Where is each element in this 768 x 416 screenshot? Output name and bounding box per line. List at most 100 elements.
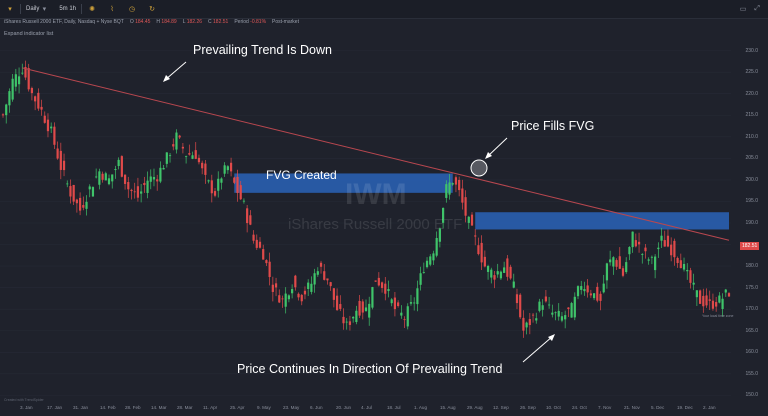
candle-body	[531, 314, 535, 316]
maximize-icon[interactable]: ⤢	[754, 5, 760, 12]
time-tick-label: 29. Aug	[467, 405, 483, 410]
candle-body	[188, 153, 191, 155]
candle-body	[255, 239, 258, 248]
time-tick-label: 7. Nov	[598, 405, 612, 410]
candle-body	[329, 282, 332, 287]
clock-button[interactable]: ◷	[122, 0, 142, 18]
candle-body	[676, 257, 679, 264]
time-tick-label: 5. Dec	[651, 405, 665, 410]
open-label: O	[129, 19, 134, 25]
candle-body	[403, 319, 406, 321]
time-tick-label: 26. Sep	[520, 405, 536, 410]
time-axis[interactable]: 3. Jan 17. Jan 31. Jan 14. Feb 28. Feb 14. Ma…	[0, 405, 768, 415]
low-value: 182.26	[186, 19, 203, 25]
candle-body	[345, 321, 348, 323]
candle-body	[429, 256, 432, 265]
candle-body	[24, 66, 27, 78]
price-axis[interactable]: 230.0 225.0 220.0 215.0 210.0 205.0 200.0 195.0…	[731, 0, 768, 416]
candle-body	[397, 302, 400, 307]
candle-body	[136, 186, 140, 198]
watermark-subtitle: iShares Russell 2000 ETF	[288, 216, 463, 233]
time-tick-label: 12. Sep	[493, 405, 509, 410]
divider	[81, 4, 83, 14]
candle-body	[319, 262, 323, 267]
candle-body	[650, 256, 654, 258]
candle-body	[185, 156, 188, 158]
candle-body	[210, 180, 213, 194]
candle-body	[85, 201, 88, 209]
indicator-button[interactable]: ⌇	[102, 0, 122, 18]
menu-button[interactable]: ▾	[0, 0, 20, 18]
candle-body	[281, 298, 284, 300]
trend-arrow	[164, 61, 187, 81]
candle-body	[239, 185, 242, 200]
candle-body	[535, 318, 538, 321]
candle-body	[78, 197, 82, 211]
time-tick-label: 3. Jan	[20, 405, 33, 410]
fvg-zone	[234, 173, 453, 193]
candle-body	[249, 215, 252, 225]
theme-button[interactable]: ✺	[82, 0, 102, 18]
candle-body	[56, 148, 59, 159]
candle-body	[34, 96, 37, 102]
candle-body	[631, 231, 634, 248]
candle-body	[380, 282, 384, 288]
window-icon[interactable]: ▭	[739, 6, 747, 13]
price-tick-label: 225.0	[745, 69, 758, 76]
candle-body	[53, 126, 56, 145]
window-controls: ▭ ⤢	[740, 5, 768, 13]
low-label: L	[182, 19, 186, 25]
candle-body	[618, 256, 621, 269]
price-tick-label: 180.0	[745, 263, 758, 270]
time-tick-label: 19. Dec	[677, 405, 693, 410]
candle-body	[711, 300, 715, 309]
candle-body	[43, 115, 46, 123]
candle-body	[291, 289, 294, 294]
candle-body	[718, 295, 721, 303]
candle-body	[634, 240, 637, 247]
candle-body	[242, 200, 246, 202]
candle-body	[592, 293, 596, 299]
candle-body	[297, 293, 300, 298]
candle-body	[66, 183, 69, 185]
candle-body	[284, 293, 287, 307]
candle-body	[194, 150, 197, 159]
candle-body	[515, 294, 519, 304]
candle-body	[583, 289, 586, 292]
candle-body	[368, 303, 371, 318]
candle-body	[120, 156, 123, 177]
time-tick-label: 28. Feb	[125, 405, 141, 410]
price-tick-label: 230.0	[745, 47, 758, 54]
time-tick-label: 14. Feb	[100, 405, 116, 410]
candle-body	[117, 159, 120, 167]
expand-indicator-list[interactable]: Expand indicator list	[4, 31, 54, 37]
candle-body	[46, 119, 50, 132]
candle-body	[721, 298, 724, 309]
candle-body	[625, 262, 628, 273]
price-chart[interactable]	[0, 38, 731, 400]
replay-button[interactable]: ↻	[142, 0, 162, 18]
candle-body	[310, 283, 313, 292]
time-tick-label: 18. Jul	[387, 405, 401, 410]
trendline	[22, 67, 730, 241]
candle-body	[123, 174, 127, 184]
timeframe-select[interactable]: Daily ▾	[21, 0, 54, 18]
fvg-fill-circle	[470, 159, 488, 177]
candle-body	[483, 256, 486, 267]
session-select[interactable]: 5m 1h	[54, 0, 81, 18]
time-tick-label: 20. Jun	[336, 405, 352, 410]
price-tick-label: 175.0	[745, 284, 758, 291]
candle-body	[698, 290, 702, 304]
candle-body	[695, 290, 698, 298]
candle-body	[432, 253, 435, 261]
candle-body	[75, 199, 78, 204]
candle-body	[374, 280, 377, 282]
candle-body	[461, 188, 464, 203]
candle-body	[1, 114, 5, 116]
candle-body	[268, 261, 271, 278]
candle-body	[538, 301, 541, 311]
candle-body	[27, 68, 30, 90]
time-tick-label: 31. Jan	[73, 405, 89, 410]
fills-arrow	[486, 137, 508, 158]
candle-body	[149, 176, 152, 182]
